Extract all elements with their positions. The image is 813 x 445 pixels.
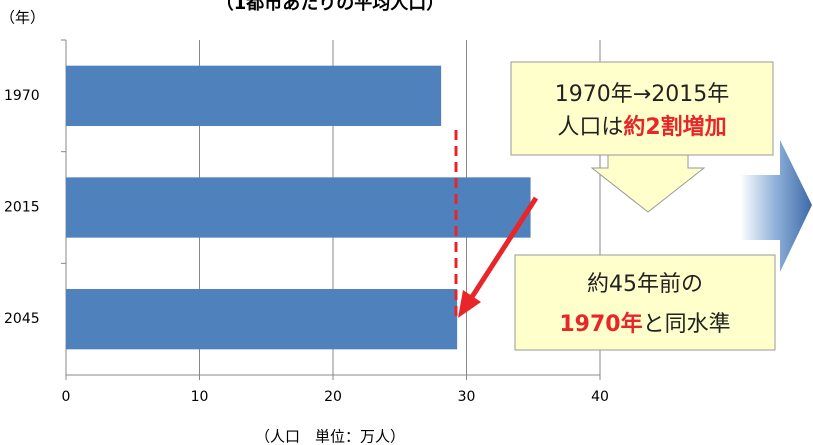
annotation-highlight: 約2割増加 bbox=[623, 114, 726, 140]
x-tick-label: 40 bbox=[591, 389, 609, 405]
annotation: と同水準 bbox=[643, 312, 731, 337]
y-tick-label: 1970 bbox=[4, 88, 40, 104]
arrow-line bbox=[467, 196, 539, 302]
chart-title: （1都市あたりの平均人口） bbox=[216, 0, 445, 14]
annotation: 人口は bbox=[557, 115, 623, 140]
down-arrow bbox=[590, 154, 706, 213]
bar bbox=[66, 177, 531, 238]
annotation: 1970年と同水準 bbox=[559, 311, 730, 337]
y-tick-label: 2045 bbox=[4, 311, 40, 327]
x-tick-label: 10 bbox=[191, 389, 209, 405]
x-tick-label: 0 bbox=[62, 389, 71, 405]
annotation: 約45年前の bbox=[587, 272, 703, 297]
callout-box bbox=[514, 254, 776, 351]
y-axis-label: （年） bbox=[0, 9, 45, 27]
bar bbox=[66, 65, 442, 126]
x-axis-label: （人口 単位：万人） bbox=[255, 428, 405, 445]
annotation: 1970年→2015年 bbox=[555, 82, 729, 107]
y-tick-label: 2015 bbox=[4, 200, 40, 216]
annotation: 人口は約2割増加 bbox=[557, 114, 726, 140]
x-tick-label: 20 bbox=[324, 389, 342, 405]
x-tick-label: 30 bbox=[458, 389, 476, 405]
right-arrow bbox=[740, 140, 812, 272]
annotation-highlight: 1970年 bbox=[559, 311, 642, 337]
arrow-head bbox=[458, 290, 481, 318]
bar bbox=[66, 289, 458, 350]
callout-box bbox=[510, 61, 774, 156]
